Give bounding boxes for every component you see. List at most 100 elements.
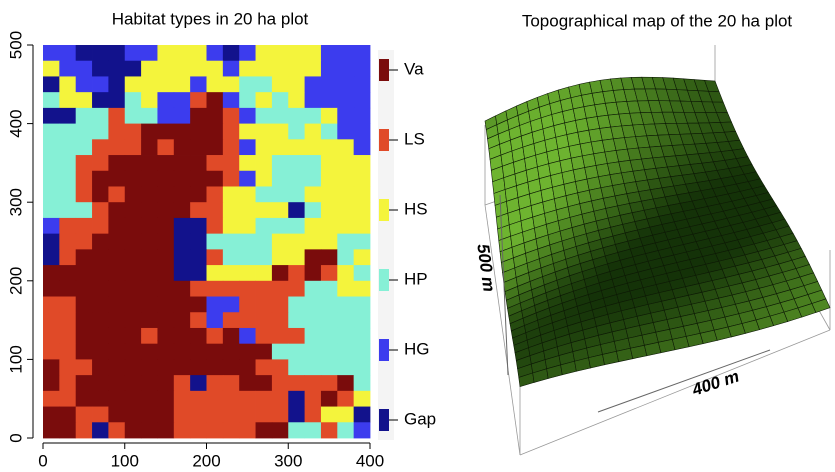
- cell: [125, 92, 142, 108]
- cell: [288, 359, 305, 375]
- chart-title: Habitat types in 20 ha plot: [112, 9, 309, 28]
- cell: [59, 359, 76, 375]
- x-tick-label: 200: [192, 451, 220, 470]
- cell: [125, 186, 142, 202]
- cell: [288, 281, 305, 297]
- cell: [321, 218, 338, 234]
- cell: [223, 375, 240, 391]
- cell: [92, 328, 109, 344]
- cell: [239, 407, 256, 423]
- cell: [239, 155, 256, 171]
- cell: [305, 249, 322, 265]
- cell: [92, 76, 109, 92]
- cell: [141, 218, 158, 234]
- cell: [125, 61, 142, 77]
- cell: [256, 281, 273, 297]
- cell: [43, 61, 60, 77]
- cell: [321, 124, 338, 140]
- cell: [108, 312, 125, 328]
- cell: [272, 297, 289, 313]
- cell: [59, 422, 76, 438]
- cell: [190, 186, 207, 202]
- cell: [125, 108, 142, 124]
- legend-swatch: [379, 59, 389, 81]
- cell: [174, 344, 191, 360]
- cell: [272, 155, 289, 171]
- y-tick-label: 300: [6, 188, 25, 216]
- cell: [157, 155, 174, 171]
- cell: [108, 391, 125, 407]
- cell: [43, 139, 60, 155]
- cell: [108, 124, 125, 140]
- cell: [190, 328, 207, 344]
- cell: [76, 249, 93, 265]
- cell: [43, 344, 60, 360]
- legend-label: LS: [404, 129, 425, 148]
- cell: [141, 61, 158, 77]
- cell: [43, 218, 60, 234]
- cell: [174, 328, 191, 344]
- cell: [207, 407, 224, 423]
- cell: [190, 422, 207, 438]
- cell: [43, 281, 60, 297]
- cell: [108, 186, 125, 202]
- y-tick-label: 0: [6, 433, 25, 442]
- cell: [321, 344, 338, 360]
- cell: [174, 265, 191, 281]
- cell: [272, 407, 289, 423]
- cell: [337, 92, 354, 108]
- cell: [321, 171, 338, 187]
- cell: [223, 312, 240, 328]
- cell: [337, 422, 354, 438]
- cell: [305, 108, 322, 124]
- cell: [174, 61, 191, 77]
- cell: [125, 391, 142, 407]
- cell: [92, 407, 109, 423]
- cell: [337, 265, 354, 281]
- cell: [256, 297, 273, 313]
- cell: [272, 45, 289, 61]
- cell: [337, 359, 354, 375]
- cell: [59, 281, 76, 297]
- cell: [288, 76, 305, 92]
- axis-label: 500 m: [473, 243, 499, 293]
- cell: [321, 407, 338, 423]
- cell: [223, 92, 240, 108]
- cell: [92, 186, 109, 202]
- cell: [76, 108, 93, 124]
- cell: [125, 281, 142, 297]
- cell: [207, 281, 224, 297]
- y-tick-label: 100: [6, 345, 25, 373]
- legend-label: Gap: [404, 409, 436, 428]
- cell: [239, 422, 256, 438]
- cell: [288, 344, 305, 360]
- cell: [190, 45, 207, 61]
- cell: [305, 45, 322, 61]
- cell: [223, 202, 240, 218]
- cell: [92, 45, 109, 61]
- cell: [337, 218, 354, 234]
- cell: [354, 344, 371, 360]
- legend-swatch: [379, 129, 389, 151]
- cell: [76, 422, 93, 438]
- legend-swatch: [379, 339, 389, 361]
- cell: [321, 92, 338, 108]
- cell: [207, 155, 224, 171]
- cell: [190, 171, 207, 187]
- cell: [92, 171, 109, 187]
- cell: [92, 375, 109, 391]
- cell: [108, 375, 125, 391]
- cell: [321, 202, 338, 218]
- cell: [108, 139, 125, 155]
- cell: [59, 155, 76, 171]
- cell: [239, 265, 256, 281]
- cell: [190, 139, 207, 155]
- cell: [157, 92, 174, 108]
- cell: [239, 375, 256, 391]
- cell: [174, 407, 191, 423]
- cell: [256, 359, 273, 375]
- cell: [337, 155, 354, 171]
- cell: [207, 328, 224, 344]
- cell: [157, 218, 174, 234]
- cell: [76, 92, 93, 108]
